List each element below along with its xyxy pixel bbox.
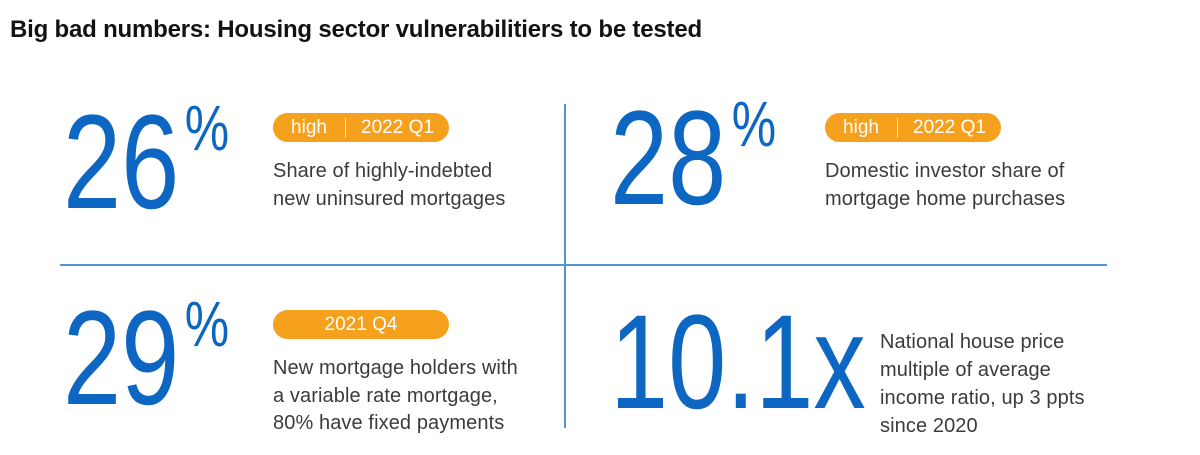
vertical-divider: [564, 104, 566, 428]
rating-badge-top-right: high 2022 Q1: [825, 113, 1001, 142]
stat-info-top-right: high 2022 Q1 Domestic investor share of …: [825, 113, 1065, 213]
stat-value-top-left: 26%: [63, 96, 229, 230]
stat-suffix-percent: %: [184, 92, 230, 164]
stat-description-bottom-left: New mortgage holders with a variable rat…: [273, 357, 518, 434]
badge-rating-label: high: [291, 116, 327, 138]
stat-description-top-left: Share of highly-indebted new uninsured m…: [273, 160, 506, 210]
stat-value-top-right: 28%: [610, 92, 776, 226]
badge-period-label: 2021 Q4: [324, 313, 398, 335]
stat-suffix-percent: %: [184, 288, 230, 360]
horizontal-divider: [60, 264, 1107, 266]
stat-suffix-percent: %: [731, 88, 777, 160]
stat-number-text: 26: [63, 88, 180, 237]
stat-value-bottom-left: 29%: [63, 292, 229, 426]
page-title: Big bad numbers: Housing sector vulnerab…: [10, 16, 702, 43]
stat-number-text: 28: [610, 84, 727, 233]
badge-divider: [345, 117, 346, 138]
stat-number-text: 29: [63, 284, 180, 433]
badge-rating-label: high: [843, 116, 879, 138]
badge-period-label: 2022 Q1: [361, 116, 434, 138]
period-badge-bottom-left: 2021 Q4: [273, 310, 449, 339]
stat-info-top-left: high 2022 Q1 Share of highly-indebted ne…: [273, 113, 505, 213]
rating-badge-top-left: high 2022 Q1: [273, 113, 449, 142]
stat-description-top-right: Domestic investor share of mortgage home…: [825, 160, 1066, 210]
stat-suffix-multiple: x: [813, 288, 866, 437]
badge-divider: [897, 117, 898, 138]
stat-info-bottom-left: 2021 Q4 New mortgage holders with a vari…: [273, 310, 518, 438]
stat-number-text: 10.1: [610, 288, 814, 437]
stat-value-bottom-right: 10.1x: [610, 296, 866, 430]
badge-period-label: 2022 Q1: [913, 116, 986, 138]
stat-info-bottom-right: National house price multiple of average…: [880, 328, 1085, 440]
stat-description-bottom-right: National house price multiple of average…: [880, 331, 1085, 437]
